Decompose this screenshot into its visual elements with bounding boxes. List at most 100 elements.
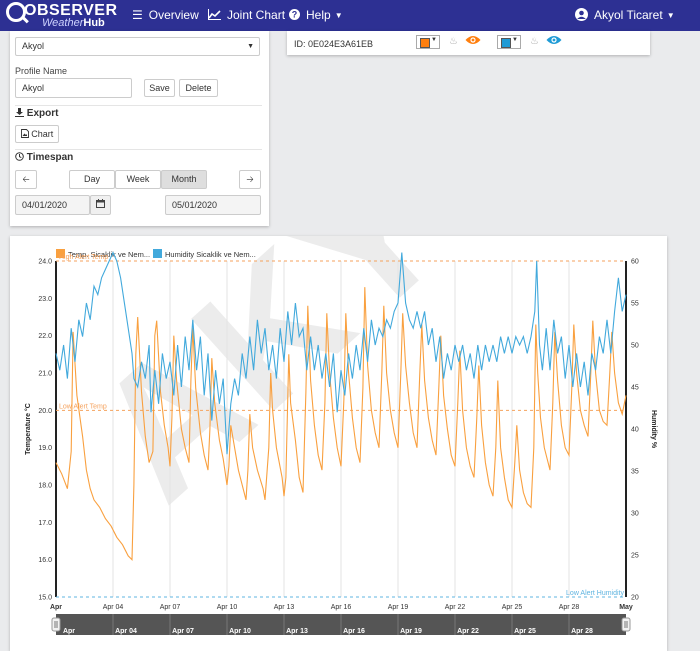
previous-period-button[interactable]: 🡠 <box>15 170 37 189</box>
logo-observer-text: OBSERVER <box>24 2 118 19</box>
y-left-tick-label: 22.0 <box>38 333 52 340</box>
temp-color-picker[interactable]: ▼ <box>416 35 440 49</box>
y-left-tick-label: 23.0 <box>38 296 52 303</box>
y-right-tick-label: 55 <box>631 301 639 308</box>
temperature-series-line <box>55 287 627 561</box>
color-swatch <box>420 38 430 48</box>
color-swatch <box>501 38 511 48</box>
divider <box>15 149 262 150</box>
timespan-week-button[interactable]: Week <box>115 170 161 189</box>
chart-panel: AKYOL Temp. Sicaklik ve Nem... Humidity S… <box>10 236 667 651</box>
joint-line-chart[interactable]: Temp. Sicaklik ve Nem... Humidity Sicakli… <box>10 236 667 651</box>
caret-down-icon: ▼ <box>334 11 343 21</box>
nav-overview[interactable]: ☰ Overview <box>132 0 199 31</box>
nav-joint-chart[interactable]: Joint Chart <box>208 0 285 31</box>
eye-icon-temp[interactable] <box>465 34 481 49</box>
x-tick-label: Apr 22 <box>445 604 466 611</box>
navigator-tick-label: Apr 28 <box>571 628 593 635</box>
humidity-color-picker[interactable]: ▼ <box>497 35 521 49</box>
x-tick-label: Apr 04 <box>103 604 124 611</box>
y-right-tick-label: 45 <box>631 385 639 392</box>
navigator-tick-label: Apr 22 <box>457 628 479 635</box>
device-panel: ID: 0E024E3A61EB ▼ ♨ ▼ ♨ <box>287 31 650 55</box>
logo-magnifier-icon <box>6 2 26 22</box>
export-chart-button[interactable]: Chart <box>15 125 59 143</box>
x-tick-label: Apr <box>50 604 62 611</box>
navigator-tick-label: Apr <box>63 628 75 635</box>
y-left-tick-label: 19.0 <box>38 445 52 452</box>
x-tick-label: Apr 19 <box>388 604 409 611</box>
x-tick-label: Apr 28 <box>559 604 580 611</box>
y-left-tick-label: 21.0 <box>38 371 52 378</box>
end-date-input[interactable]: 05/01/2020 <box>165 195 261 215</box>
help-icon: ? <box>289 0 300 31</box>
logo-weatherhub-text: WeatherHub <box>42 17 105 29</box>
divider <box>15 105 262 106</box>
x-tick-label: Apr 07 <box>160 604 181 611</box>
legend-swatch <box>56 249 65 258</box>
x-tick-label: May <box>619 604 633 611</box>
download-icon <box>15 108 27 119</box>
timespan-month-button[interactable]: Month <box>161 170 207 189</box>
profile-panel: Akyol ▼ Profile Name Akyol Save Delete E… <box>10 31 269 226</box>
navigator-left-handle[interactable] <box>51 617 61 632</box>
user-menu[interactable]: Akyol Ticaret ▼ <box>575 0 675 31</box>
caret-down-icon: ▼ <box>512 37 518 43</box>
x-tick-label: Apr 25 <box>502 604 523 611</box>
observer-weatherhub-logo[interactable]: OBSERVER WeatherHub <box>6 1 118 30</box>
legend-label: Humidity Sicaklik ve Nem... <box>165 250 256 259</box>
legend-swatch <box>153 249 162 258</box>
chart-legend: Temp. Sicaklik ve Nem... Humidity Sicakli… <box>56 249 256 259</box>
menu-icon: ☰ <box>132 8 143 22</box>
navigator-right-handle[interactable] <box>621 617 631 632</box>
y-left-axis-title: Temperature °C <box>24 403 32 455</box>
y-left-tick-label: 16.0 <box>38 557 52 564</box>
y-right-tick-label: 60 <box>631 259 639 266</box>
x-tick-label: Apr 16 <box>331 604 352 611</box>
profile-name-label: Profile Name <box>15 66 68 76</box>
humidity-series-line <box>55 251 627 455</box>
top-navbar: OBSERVER WeatherHub ☰ Overview Joint Char… <box>0 0 700 31</box>
y-right-tick-label: 20 <box>631 595 639 602</box>
y-left-tick-label: 24.0 <box>38 259 52 266</box>
line-chart-icon <box>208 0 221 31</box>
y-right-tick-label: 25 <box>631 553 639 560</box>
x-tick-label: Apr 10 <box>217 604 238 611</box>
eye-icon-humidity[interactable] <box>546 34 562 49</box>
navigator-tick-label: Apr 10 <box>229 628 251 635</box>
profile-name-input[interactable]: Akyol <box>15 78 132 98</box>
threshold-label: Low Alert Humidity <box>566 590 624 597</box>
bell-icon[interactable]: ♨ <box>449 36 458 47</box>
device-id: ID: 0E024E3A61EB <box>294 39 374 49</box>
y-right-tick-label: 50 <box>631 343 639 350</box>
range-navigator: Apr Apr 04 Apr 07 Apr 10 Apr 13 Apr 16 Apr 19 A… <box>51 614 631 635</box>
next-period-button[interactable]: 🡢 <box>239 170 261 189</box>
calendar-button[interactable] <box>90 195 111 215</box>
save-button[interactable]: Save <box>144 79 175 97</box>
arrow-left-icon: 🡠 <box>22 174 30 184</box>
y-right-axis-title: Humidity % <box>650 410 657 449</box>
svg-text:?: ? <box>292 10 298 20</box>
calendar-icon <box>96 199 105 209</box>
navigator-tick-label: Apr 16 <box>343 628 365 635</box>
export-section-title: Export <box>15 108 58 119</box>
navigator-tick-label: Apr 13 <box>286 628 308 635</box>
file-image-icon <box>20 129 32 139</box>
profile-select[interactable]: Akyol ▼ <box>15 37 260 56</box>
timespan-day-button[interactable]: Day <box>69 170 115 189</box>
user-avatar-icon <box>575 0 588 31</box>
y-left-tick-label: 18.0 <box>38 483 52 490</box>
threshold-label: Low Alert Temp <box>59 403 107 410</box>
threshold-label: High Alert Temp <box>59 254 108 261</box>
navigator-tick-label: Apr 19 <box>400 628 422 635</box>
navigator-tick-label: Apr 04 <box>115 628 137 635</box>
bell-icon[interactable]: ♨ <box>530 36 539 47</box>
start-date-input[interactable]: 04/01/2020 <box>15 195 90 215</box>
nav-help[interactable]: ? Help ▼ <box>289 0 343 31</box>
navigator-tick-label: Apr 25 <box>514 628 536 635</box>
x-tick-label: Apr 13 <box>274 604 295 611</box>
y-right-tick-label: 30 <box>631 511 639 518</box>
delete-button[interactable]: Delete <box>179 79 218 97</box>
clock-icon <box>15 152 27 163</box>
arrow-right-icon: 🡢 <box>246 174 254 184</box>
